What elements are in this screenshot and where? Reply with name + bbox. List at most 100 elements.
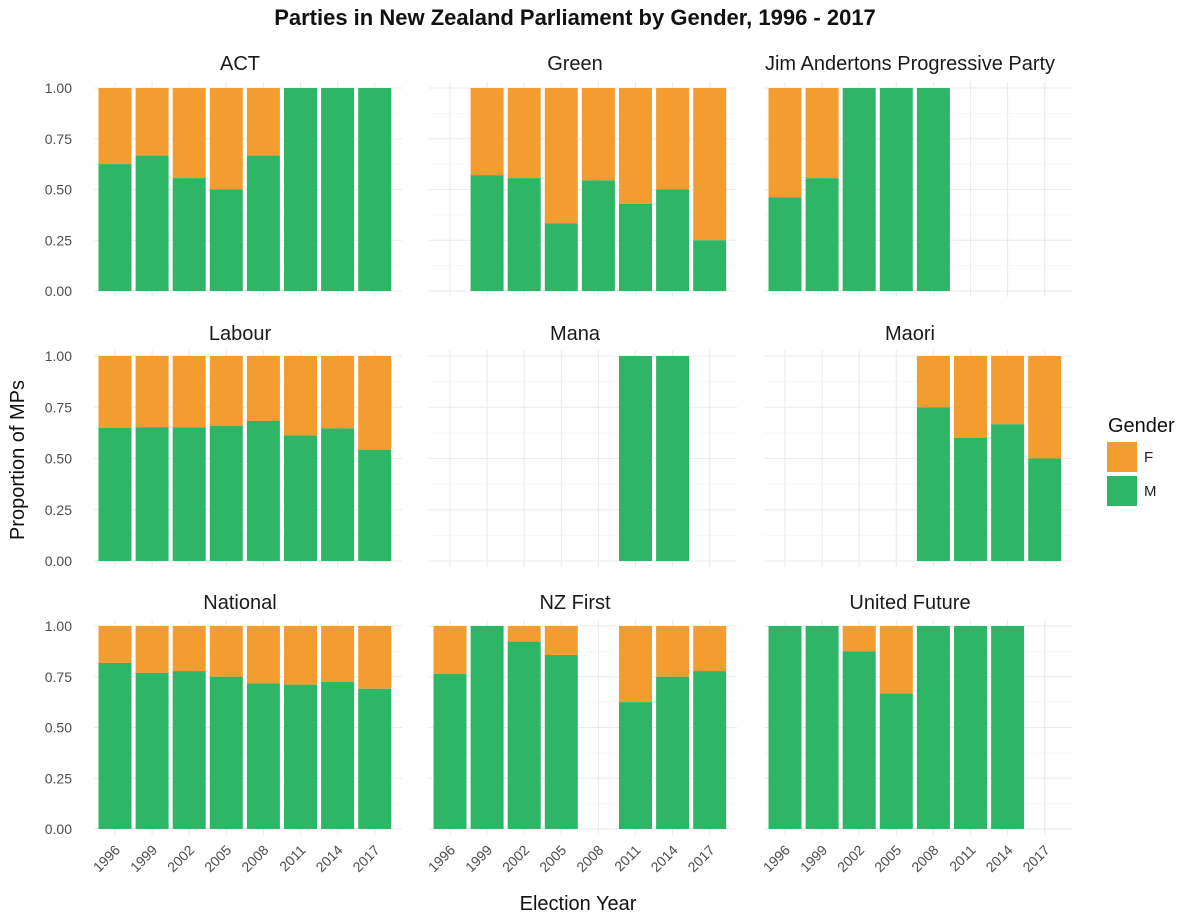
x-tick-label: 2005 <box>536 842 569 875</box>
x-axis-title: Election Year <box>520 893 637 915</box>
bar-m <box>358 88 392 291</box>
y-tick-label: 0.50 <box>45 451 72 467</box>
legend: Gender FM <box>1107 415 1175 506</box>
bar-m <box>619 203 652 291</box>
x-tick-label: 2008 <box>573 842 606 875</box>
bar-f <box>246 626 280 684</box>
facet-label: Jim Andertons Progressive Party <box>765 53 1055 75</box>
bar-f <box>768 88 802 198</box>
bar-m <box>991 626 1025 829</box>
bar-m <box>284 435 317 561</box>
legend-key-m <box>1107 476 1137 506</box>
bar-m <box>358 688 392 829</box>
y-tick-label: 0.00 <box>45 283 72 299</box>
x-tick-label: 1999 <box>797 842 830 875</box>
bar-m <box>284 88 317 291</box>
legend-title: Gender <box>1108 415 1175 437</box>
bar-f <box>98 626 132 663</box>
bar-m <box>954 438 987 561</box>
bar-m <box>842 651 876 829</box>
bar-m <box>321 88 355 291</box>
bar-m <box>209 676 243 829</box>
x-tick-label: 1999 <box>127 842 160 875</box>
bar-m <box>1028 458 1062 561</box>
chart-title: Parties in New Zealand Parliament by Gen… <box>274 5 876 30</box>
bar-f <box>209 88 243 190</box>
facet-panel: ACT 0.00 0.25 0.50 0.75 1.00 <box>45 53 402 299</box>
bar-f <box>172 626 206 672</box>
bar-m <box>507 641 541 829</box>
facet-panel: NZ First 1996 1999 2002 2005 2008 2011 2014 2017 <box>425 592 737 875</box>
facet-panel: Mana <box>429 323 737 567</box>
y-tick-label: 0.50 <box>45 182 72 198</box>
facet-label: Mana <box>550 323 601 345</box>
bar-m <box>693 671 727 829</box>
bar-m <box>358 449 392 561</box>
bar-m <box>98 427 132 561</box>
bar-m <box>98 662 132 829</box>
bar-m <box>172 178 206 291</box>
x-tick-label: 2002 <box>499 842 532 875</box>
x-tick-label: 2014 <box>982 842 1015 875</box>
facet-label: Maori <box>885 323 935 345</box>
bar-f <box>544 626 578 656</box>
bar-f <box>98 88 132 165</box>
bar-f <box>172 88 206 179</box>
bar-m <box>98 164 132 291</box>
legend-label-f: F <box>1144 449 1153 466</box>
bar-f <box>916 356 950 408</box>
bar-m <box>433 673 467 829</box>
bar-f <box>246 356 280 421</box>
bar-m <box>805 178 839 291</box>
bar-f <box>98 356 132 428</box>
bar-m <box>954 626 987 829</box>
bar-f <box>284 626 317 685</box>
bar-m <box>916 407 950 561</box>
bar-f <box>284 356 317 436</box>
y-tick-label: 0.75 <box>45 131 72 147</box>
bar-m <box>321 428 355 561</box>
bar-m <box>916 626 950 829</box>
bar-f <box>172 356 206 428</box>
bar-m <box>656 189 690 291</box>
bar-m <box>693 240 727 291</box>
facet-panel: Jim Andertons Progressive Party <box>764 53 1072 297</box>
x-tick-label: 1996 <box>760 842 793 875</box>
bar-m <box>544 223 578 291</box>
x-tick-label: 1999 <box>462 842 495 875</box>
facet-label: United Future <box>849 592 970 614</box>
y-tick-label: 0.25 <box>45 232 72 248</box>
bar-m <box>284 684 317 829</box>
bar-m <box>619 702 652 829</box>
x-tick-label: 2002 <box>834 842 867 875</box>
facet-label: Green <box>547 53 603 75</box>
facet-label: Labour <box>209 323 272 345</box>
bar-m <box>470 175 504 291</box>
facet-label: National <box>203 592 276 614</box>
bar-f <box>209 356 243 426</box>
x-tick-label: 2017 <box>349 842 382 875</box>
x-tick-label: 2008 <box>238 842 271 875</box>
bar-f <box>879 626 913 694</box>
bar-m <box>768 197 802 291</box>
y-tick-label: 0.50 <box>45 720 72 736</box>
bar-m <box>991 424 1025 561</box>
bar-f <box>805 88 839 179</box>
bar-m <box>768 626 802 829</box>
x-tick-label: 2005 <box>201 842 234 875</box>
bar-m <box>879 88 913 291</box>
bar-m <box>172 427 206 561</box>
bar-m <box>581 180 615 291</box>
bar-m <box>619 356 652 561</box>
facet-label: ACT <box>220 53 260 75</box>
bar-f <box>544 88 578 224</box>
bar-f <box>991 356 1025 425</box>
bar-f <box>135 356 169 428</box>
legend-key-f <box>1107 442 1137 472</box>
bar-f <box>135 626 169 673</box>
facet-panel: Labour 0.00 0.25 0.50 0.75 1.00 <box>45 323 402 569</box>
bar-m <box>135 155 169 291</box>
bar-f <box>842 626 876 652</box>
bar-f <box>656 626 690 677</box>
